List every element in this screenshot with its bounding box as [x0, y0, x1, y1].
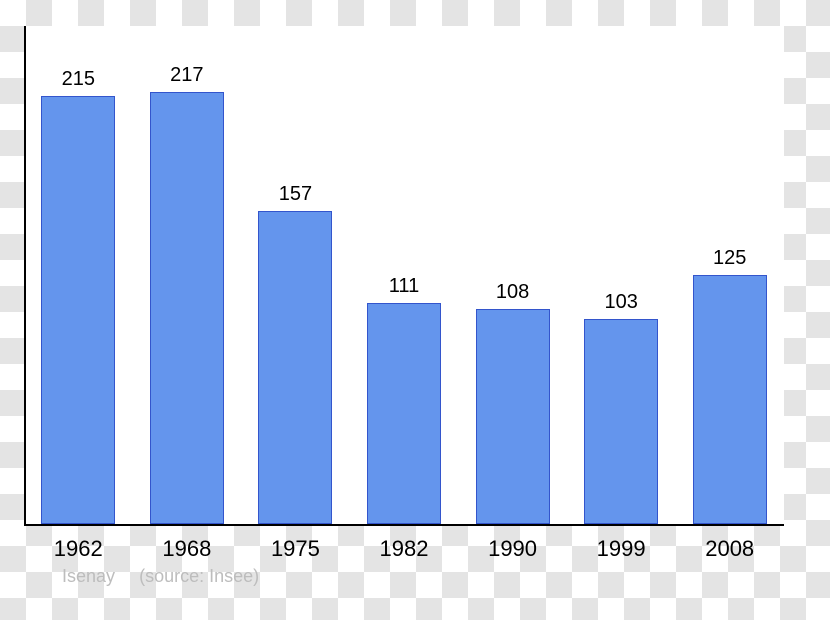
bar [584, 319, 658, 524]
bar [150, 92, 224, 524]
caption-source: (source: Insee) [139, 566, 259, 586]
source-caption: Isenay (source: Insee) [62, 566, 259, 587]
x-axis-label: 1975 [271, 536, 320, 562]
bar [367, 303, 441, 524]
bar [476, 309, 550, 524]
x-axis-label: 2008 [705, 536, 754, 562]
caption-place: Isenay [62, 566, 115, 586]
bar [693, 275, 767, 524]
bar [258, 211, 332, 524]
x-axis-label: 1982 [380, 536, 429, 562]
x-axis-label: 1968 [162, 536, 211, 562]
x-axis-label: 1962 [54, 536, 103, 562]
bar-value-label: 125 [713, 247, 746, 270]
bar-value-label: 157 [279, 183, 312, 206]
bar-value-label: 108 [496, 281, 529, 304]
bar-value-label: 103 [604, 291, 637, 314]
canvas: 215 217 157 111 108 103 125 1962 1968 1975 1982 19… [0, 0, 830, 620]
bar-value-label: 111 [389, 275, 419, 298]
x-axis-label: 1990 [488, 536, 537, 562]
y-axis [24, 26, 26, 526]
x-axis [24, 524, 784, 526]
bar [41, 96, 115, 524]
bar-value-label: 217 [170, 64, 203, 87]
x-axis-label: 1999 [597, 536, 646, 562]
bar-value-label: 215 [62, 68, 95, 91]
